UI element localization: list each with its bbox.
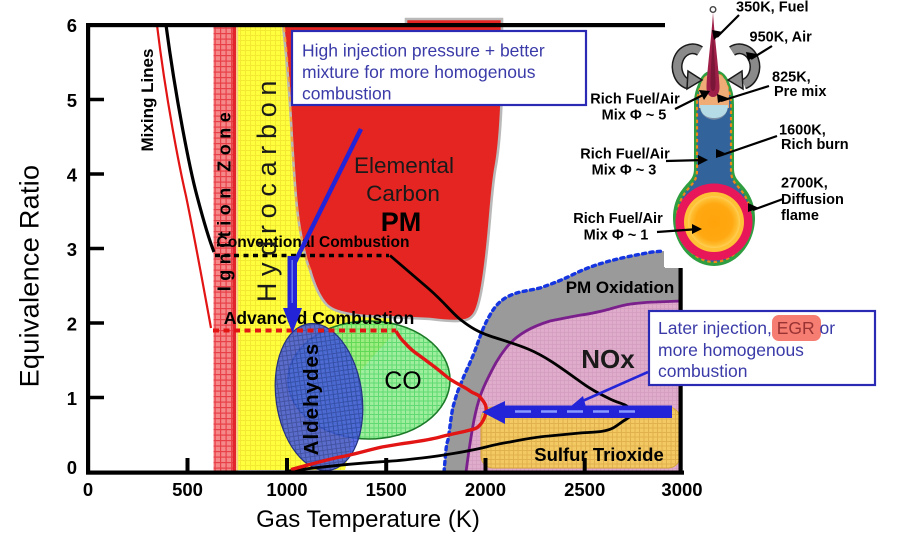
svg-text:2000: 2000: [465, 479, 506, 500]
svg-text:Carbon: Carbon: [366, 181, 440, 206]
svg-text:500: 500: [172, 479, 203, 500]
svg-text:Equivalence Ratio: Equivalence Ratio: [15, 165, 45, 388]
svg-text:Elemental: Elemental: [354, 153, 454, 178]
svg-text:CO: CO: [384, 367, 422, 395]
svg-text:Advanced Combustion: Advanced Combustion: [224, 308, 415, 328]
svg-text:2700K,: 2700K,: [781, 176, 828, 192]
svg-text:Rich burn: Rich burn: [781, 137, 849, 153]
svg-text:more homogenous: more homogenous: [658, 340, 804, 360]
svg-text:3000: 3000: [661, 479, 702, 500]
svg-text:Mix Φ ~ 3: Mix Φ ~ 3: [592, 163, 657, 179]
svg-text:Rich Fuel/Air: Rich Fuel/Air: [580, 147, 670, 163]
svg-text:0: 0: [83, 479, 93, 500]
svg-text:2500: 2500: [564, 479, 605, 500]
svg-text:4: 4: [67, 165, 78, 186]
svg-text:Diffusion: Diffusion: [781, 192, 844, 208]
svg-text:1: 1: [67, 388, 77, 409]
svg-text:950K, Air: 950K, Air: [750, 30, 813, 46]
svg-text:825K,: 825K,: [772, 70, 811, 86]
svg-text:3: 3: [67, 239, 77, 260]
svg-text:PM Oxidation: PM Oxidation: [566, 278, 675, 297]
svg-text:flame: flame: [781, 208, 819, 224]
svg-text:Aldehydes: Aldehydes: [300, 343, 323, 456]
svg-text:2: 2: [67, 314, 77, 335]
svg-text:Conventional Combustion: Conventional Combustion: [217, 234, 410, 251]
svg-text:PM: PM: [381, 207, 422, 237]
svg-text:Sulfur Trioxide: Sulfur Trioxide: [534, 444, 664, 465]
svg-text:mixture for more homogenous: mixture for more homogenous: [302, 62, 536, 82]
svg-text:1500: 1500: [366, 479, 407, 500]
svg-text:6: 6: [67, 15, 77, 36]
svg-text:Gas Temperature (K): Gas Temperature (K): [256, 506, 480, 533]
svg-text:Later injection, EGR or: Later injection, EGR or: [658, 318, 835, 338]
svg-text:NOx: NOx: [581, 344, 635, 374]
svg-text:Rich Fuel/Air: Rich Fuel/Air: [590, 92, 680, 108]
svg-text:Ignition Zone: Ignition Zone: [215, 107, 235, 291]
svg-text:combustion: combustion: [658, 361, 748, 381]
svg-text:1000: 1000: [266, 479, 307, 500]
svg-text:Hydrocarbon: Hydrocarbon: [252, 74, 282, 302]
svg-text:combustion: combustion: [302, 84, 392, 104]
svg-text:Mixing Lines: Mixing Lines: [138, 49, 157, 152]
svg-text:High injection pressure + bett: High injection pressure + better: [302, 41, 545, 61]
svg-text:0: 0: [67, 457, 77, 478]
svg-text:5: 5: [67, 90, 77, 111]
svg-text:350K, Fuel: 350K, Fuel: [736, 0, 809, 16]
svg-text:Mix Φ ~ 1: Mix Φ ~ 1: [584, 228, 649, 244]
svg-text:Pre mix: Pre mix: [774, 84, 826, 100]
svg-text:Mix Φ ~ 5: Mix Φ ~ 5: [602, 108, 667, 124]
svg-text:1600K,: 1600K,: [779, 123, 826, 139]
svg-text:Rich Fuel/Air: Rich Fuel/Air: [573, 211, 663, 227]
